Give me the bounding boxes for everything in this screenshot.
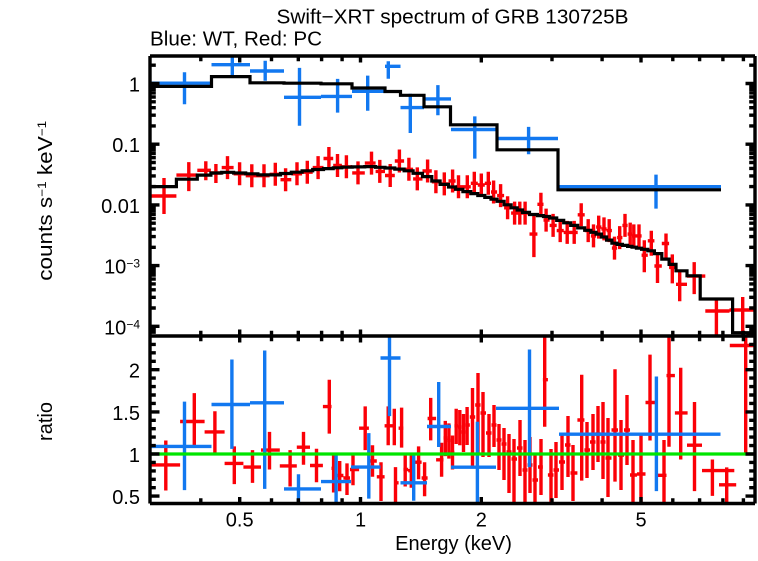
svg-text:ratio: ratio xyxy=(35,402,57,441)
svg-text:0.5: 0.5 xyxy=(112,487,140,509)
svg-text:1: 1 xyxy=(129,445,140,467)
svg-text:1: 1 xyxy=(355,510,366,532)
svg-text:5: 5 xyxy=(635,510,646,532)
svg-text:Swift−XRT spectrum of GRB 1307: Swift−XRT spectrum of GRB 130725B xyxy=(277,7,629,29)
svg-text:Energy (keV): Energy (keV) xyxy=(395,533,512,555)
svg-text:2: 2 xyxy=(476,510,487,532)
svg-text:1.5: 1.5 xyxy=(112,403,140,425)
svg-text:0.5: 0.5 xyxy=(226,510,254,532)
svg-text:2: 2 xyxy=(129,361,140,383)
svg-text:1: 1 xyxy=(129,75,140,97)
svg-text:counts s−1 keV−1: counts s−1 keV−1 xyxy=(35,120,57,280)
svg-text:0.01: 0.01 xyxy=(101,196,140,218)
svg-text:0.1: 0.1 xyxy=(112,135,140,157)
svg-text:Blue: WT, Red: PC: Blue: WT, Red: PC xyxy=(150,29,322,51)
